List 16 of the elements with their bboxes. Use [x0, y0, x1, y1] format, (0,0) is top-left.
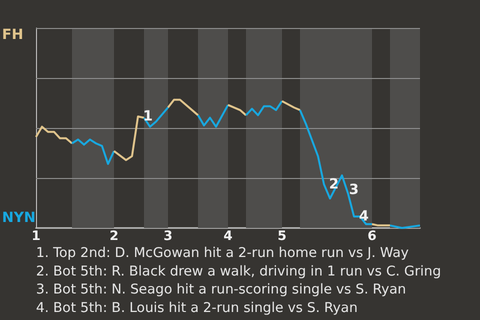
text: 3. Bot 5th: N. Seago hit a run-scoring single vs S. Ryan	[36, 282, 406, 298]
annotation: 1	[143, 108, 153, 124]
text: NYN	[2, 210, 36, 226]
text: 2. Bot 5th: R. Black drew a walk, driving in 1 run vs C. Gring	[36, 263, 442, 280]
annotation: 2	[329, 176, 339, 192]
x-tick-label: 1	[31, 229, 41, 244]
x-tick-label: 4	[223, 229, 233, 244]
annotation: 4	[359, 208, 369, 224]
x-tick-label: 6	[367, 229, 377, 244]
x-tick-label: 3	[163, 229, 173, 244]
text: FH	[2, 27, 24, 43]
x-tick-label: 5	[277, 229, 287, 244]
text: 4. Bot 5th: B. Louis hit a 2-run single vs S. Ryan	[36, 300, 358, 316]
text: 1. Top 2nd: D. McGowan hit a 2-run home run vs J. Way	[36, 245, 409, 261]
x-tick-label: 2	[109, 229, 119, 244]
annotation: 3	[349, 182, 359, 198]
